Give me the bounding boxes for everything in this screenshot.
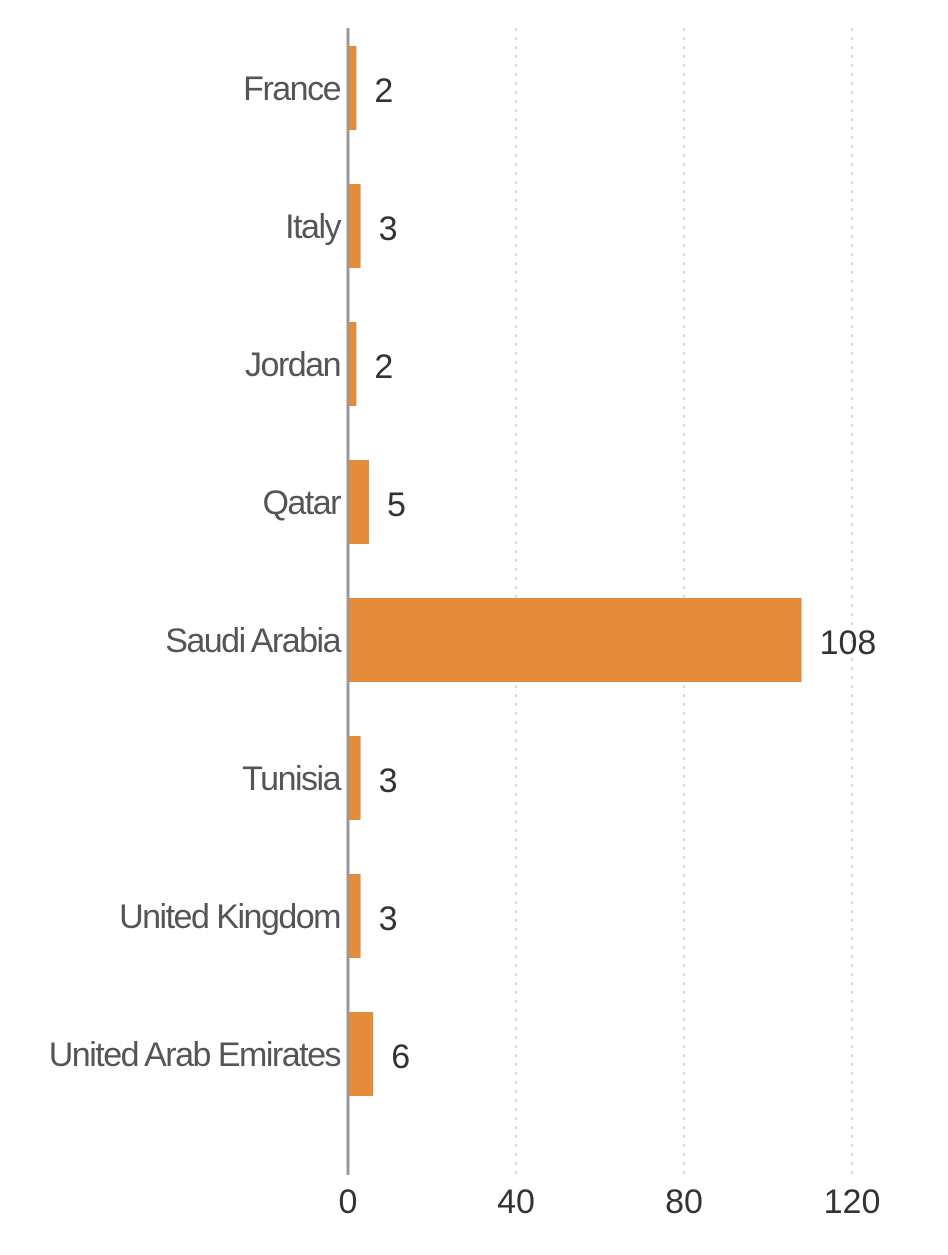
value-label: 3 [379, 900, 398, 938]
value-label: 2 [374, 72, 393, 110]
bar-qatar [348, 460, 369, 544]
gridlines [515, 28, 853, 1175]
bar-saudi-arabia [348, 598, 802, 682]
value-label: 3 [379, 762, 398, 800]
bar-jordan [348, 322, 357, 406]
bar-united-arab-emirates [348, 1012, 374, 1096]
bar-france [348, 46, 357, 130]
value-label: 3 [379, 210, 398, 248]
category-label: United Kingdom [119, 898, 340, 936]
category-label: Qatar [262, 484, 341, 522]
bar-tunisia [348, 736, 361, 820]
x-tick-label: 0 [339, 1183, 358, 1221]
value-label: 108 [820, 624, 877, 662]
value-label: 5 [387, 486, 406, 524]
value-label: 6 [391, 1038, 410, 1076]
labels: 0 40 80 120 France 2 Italy 3 Jordan 2 Qatar 5 Saudi … [49, 70, 881, 1221]
bar-united-kingdom [348, 874, 361, 958]
x-tick-label: 40 [497, 1183, 535, 1221]
bar-italy [348, 184, 361, 268]
category-label: Jordan [245, 346, 340, 384]
bars [348, 46, 802, 1096]
category-label: Italy [285, 208, 341, 246]
category-label: France [243, 70, 340, 108]
value-label: 2 [374, 348, 393, 386]
x-tick-label: 80 [665, 1183, 703, 1221]
category-label: United Arab Emirates [49, 1036, 341, 1074]
category-label: Saudi Arabia [165, 622, 341, 660]
category-label: Tunisia [242, 760, 341, 798]
x-tick-label: 120 [824, 1183, 881, 1221]
